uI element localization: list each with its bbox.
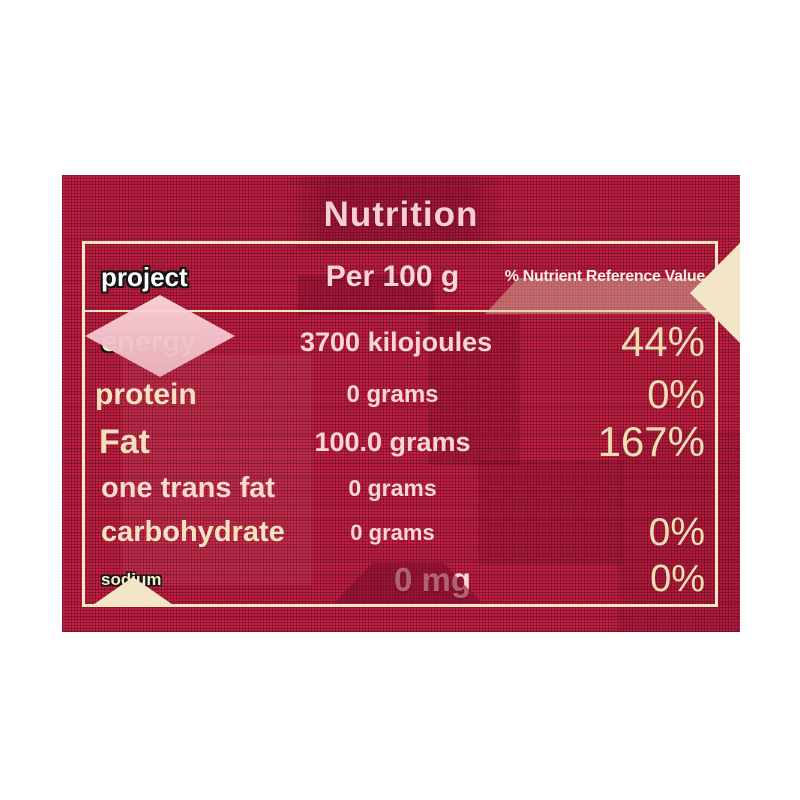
row-percent: 0%: [650, 558, 705, 600]
column-header-project: project: [101, 261, 188, 292]
table-row-sodium: sodium 0 mg 0%: [85, 555, 715, 604]
row-label: sodium: [101, 569, 162, 589]
table-row-fat: Fat 100.0 grams 167%: [85, 418, 715, 466]
row-value: 0 grams: [350, 519, 435, 545]
row-percent: 167%: [597, 418, 705, 465]
row-value: 100.0 grams: [314, 426, 471, 457]
row-percent: 44%: [620, 318, 705, 365]
table-header-row: project Per 100 g % Nutrient Reference V…: [85, 244, 721, 314]
table-row-protein: protein 0 grams 0%: [85, 372, 715, 418]
row-value: 3700 kilojoules: [300, 326, 493, 357]
row-value: 0 mg: [393, 560, 472, 598]
table-row-trans-fat: one trans fat 0 grams: [85, 466, 715, 510]
row-percent: 0%: [647, 372, 705, 417]
table-row-energy: energy 3700 kilojoules 44%: [85, 312, 715, 372]
table-row-carbohydrate: carbohydrate 0 grams 0%: [85, 510, 715, 555]
row-label: energy: [101, 325, 197, 358]
row-value: 0 grams: [346, 381, 439, 408]
row-label: carbohydrate: [101, 516, 285, 548]
column-header-per-100g: Per 100 g: [325, 260, 460, 293]
row-label: Fat: [99, 422, 150, 461]
row-percent: 0%: [648, 510, 705, 554]
row-label: protein: [95, 378, 197, 411]
row-value: 0 grams: [348, 474, 437, 501]
page-title: Nutrition: [323, 195, 479, 234]
column-header-nrv: % Nutrient Reference Value: [504, 268, 706, 285]
nutrition-table: project Per 100 g % Nutrient Reference V…: [82, 241, 721, 607]
row-label: one trans fat: [101, 471, 276, 504]
nutrition-label-panel: Nutrition project Per 100 g % Nutrient R…: [62, 175, 740, 632]
